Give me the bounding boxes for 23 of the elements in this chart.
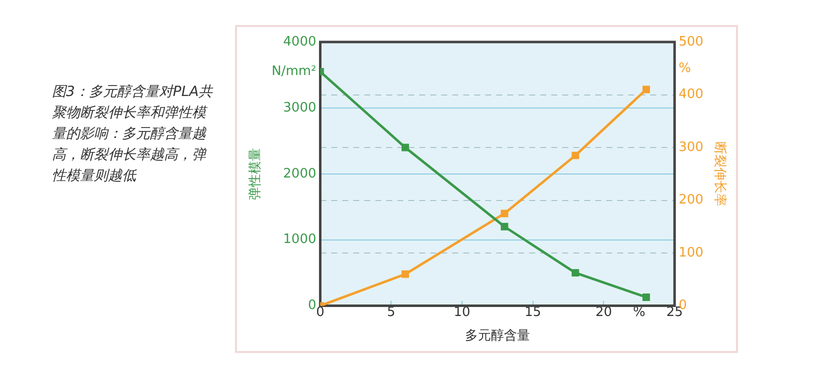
- text: 图3：多元醇含量对PLA共聚物断裂伸长率和弹性模量的影响：多元醇含量越高，断裂伸长率越高，弹性模量则越低: [52, 83, 214, 186]
- y-tick-label: N/mm²: [272, 64, 316, 80]
- y2-tick-label: 300: [678, 140, 704, 155]
- y2-tick-label: 200: [678, 192, 704, 208]
- y-tick-label: 2000: [283, 166, 316, 182]
- x-axis-title: 多元醇含量: [464, 328, 530, 344]
- y-tick-label: 1000: [283, 232, 316, 248]
- y2-tick-label: %: [678, 60, 691, 76]
- point: [642, 86, 650, 94]
- y2-tick-label: 400: [678, 87, 704, 102]
- point: [402, 144, 410, 152]
- point: [572, 269, 580, 277]
- y-axis-title: 弹性模量: [248, 148, 264, 200]
- y2-tick-label: 100: [678, 245, 704, 260]
- y2-tick-label: 500: [678, 34, 704, 50]
- point: [500, 210, 508, 218]
- point: [500, 222, 508, 230]
- y-tick-label: 4000: [283, 34, 316, 50]
- point: [572, 152, 580, 160]
- y2-axis-title: 断裂伸长率: [712, 141, 728, 206]
- point: [642, 294, 650, 301]
- point: [402, 270, 410, 278]
- y-tick-label: 3000: [283, 100, 316, 116]
